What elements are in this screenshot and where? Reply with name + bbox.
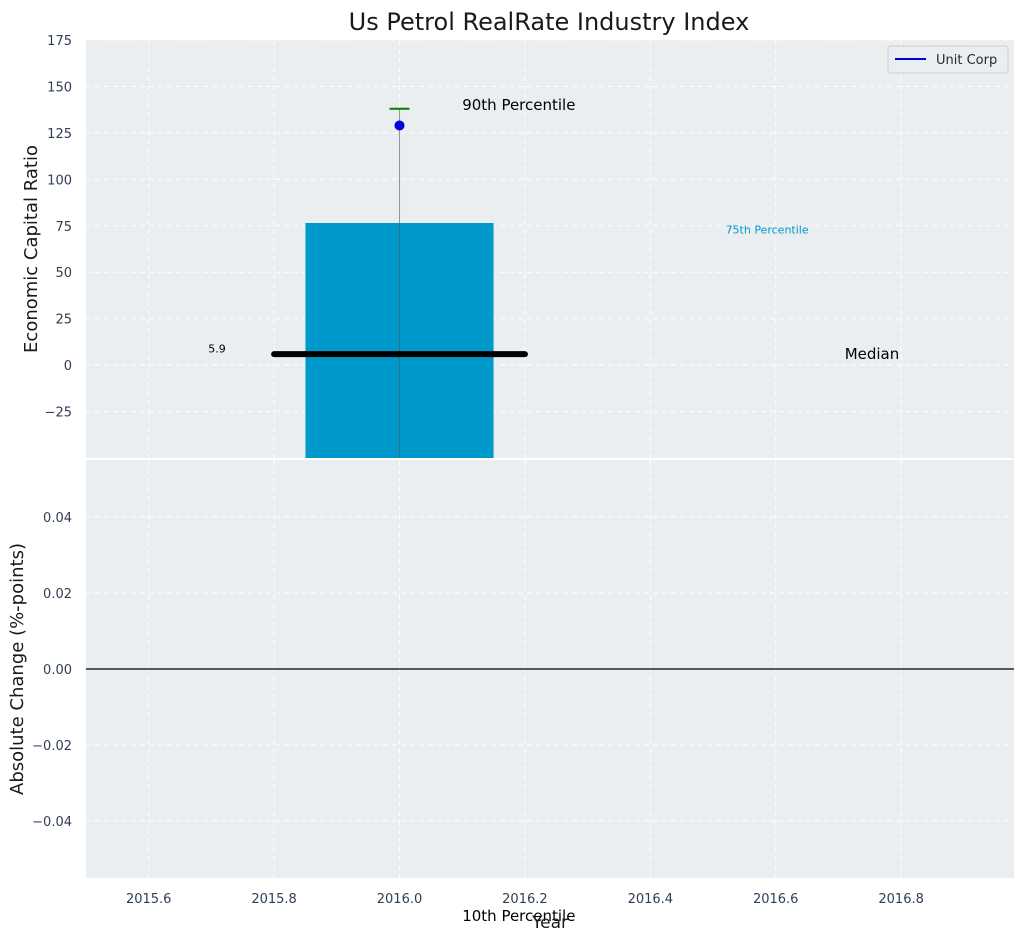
annotations: 90th Percentile 75th Percentile 5.9 Median 1… xyxy=(208,96,899,925)
legend: Unit Corp xyxy=(887,45,1009,74)
top-y-tick-label: 150 xyxy=(47,80,72,95)
unit-corp-point xyxy=(394,120,405,131)
annotation-75th-percentile: 75th Percentile xyxy=(726,223,809,236)
bottom-y-tick-label: −0.02 xyxy=(32,739,72,754)
bottom-y-tick-label: 0.04 xyxy=(43,511,72,526)
x-tick-label: 2016.0 xyxy=(377,892,423,907)
x-tick-label: 2016.2 xyxy=(502,892,548,907)
annotation-median: Median xyxy=(845,345,900,363)
top-y-tick-label: 50 xyxy=(55,266,72,281)
top-y-tick-label: 75 xyxy=(55,220,72,235)
x-tick-label: 2015.6 xyxy=(126,892,172,907)
annotation-10th-percentile: 10th Percentile xyxy=(462,907,575,925)
x-tick-label: 2016.4 xyxy=(628,892,674,907)
bottom-y-tick-label: 0.00 xyxy=(43,663,72,678)
top-y-tick-label: 25 xyxy=(55,313,72,328)
x-axis-title: Year xyxy=(531,913,568,933)
chart-marks xyxy=(86,107,1014,670)
top-panel-background xyxy=(86,40,1014,458)
top-y-tick-label: 0 xyxy=(64,359,72,374)
annotation-5-9: 5.9 xyxy=(208,342,226,355)
top-y-tick-label: 125 xyxy=(47,127,72,142)
x-tick-label: 2016.6 xyxy=(753,892,799,907)
top-y-tick-label: 100 xyxy=(47,173,72,188)
chart-title: Us Petrol RealRate Industry Index xyxy=(349,8,750,36)
top-y-tick-label: 175 xyxy=(47,34,72,49)
top-y-tick-label: −25 xyxy=(45,406,72,421)
bottom-y-tick-label: 0.02 xyxy=(43,587,72,602)
tick-labels: 2015.6 2015.8 2016.0 2016.2 2016.4 2016.6 2016… xyxy=(32,34,924,907)
x-tick-label: 2015.8 xyxy=(251,892,297,907)
x-tick-label: 2016.8 xyxy=(878,892,924,907)
top-y-axis-title: Economic Capital Ratio xyxy=(21,145,42,353)
annotation-90th-percentile: 90th Percentile xyxy=(462,96,575,114)
bottom-y-tick-label: −0.04 xyxy=(32,815,72,830)
bottom-y-axis-title: Absolute Change (%-points) xyxy=(7,543,28,795)
legend-box xyxy=(887,45,1009,74)
legend-label-unit-corp: Unit Corp xyxy=(936,53,997,68)
